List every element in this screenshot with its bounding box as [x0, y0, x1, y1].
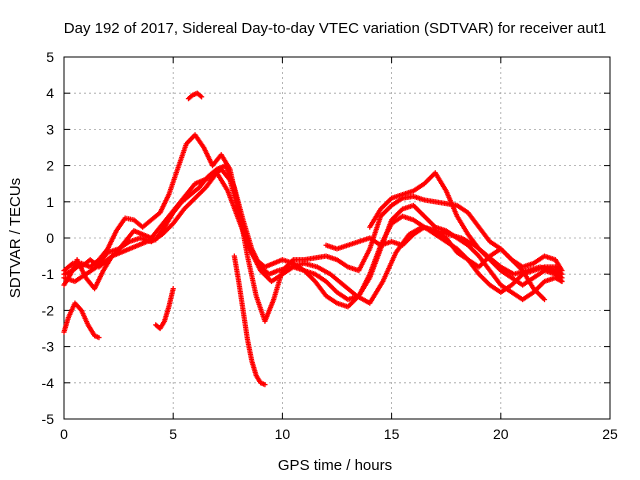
x-tick-label: 10 [275, 426, 291, 442]
y-tick-label: 3 [46, 121, 54, 137]
y-tick-label: 2 [46, 158, 54, 174]
data-point-spike [198, 94, 205, 100]
data-point-track-4 [559, 271, 565, 277]
x-tick-label: 5 [169, 426, 177, 442]
x-tick-label: 25 [602, 426, 618, 442]
y-tick-label: 5 [46, 49, 54, 65]
axis-ticks: 0 5 10 15 20 25 -5 -4 -3 -2 -1 0 1 2 3 4 5 [42, 49, 618, 442]
y-tick-label: -2 [42, 302, 55, 318]
y-tick-label: -4 [42, 375, 55, 391]
y-tick-label: 4 [46, 85, 54, 101]
x-tick-label: 15 [384, 426, 400, 442]
data-point-dip-mid [170, 286, 176, 292]
y-tick-label: 0 [46, 230, 54, 246]
y-tick-label: -3 [42, 339, 55, 355]
y-tick-label: 1 [46, 194, 54, 210]
data-point-track-5 [559, 278, 565, 285]
data-point-dip-early [96, 334, 102, 341]
y-axis-label: SDTVAR / TECUs [7, 178, 24, 298]
grid [64, 57, 610, 419]
data-point-track-6 [541, 296, 548, 303]
data-point-dip-deep [262, 382, 268, 388]
x-tick-label: 20 [493, 426, 509, 442]
y-tick-label: -1 [42, 266, 55, 282]
data-points [61, 90, 565, 388]
chart-title: Day 192 of 2017, Sidereal Day-to-day VTE… [64, 20, 606, 37]
x-tick-label: 0 [60, 426, 68, 442]
y-tick-label: -5 [42, 411, 55, 427]
x-axis-label: GPS time / hours [278, 457, 392, 474]
